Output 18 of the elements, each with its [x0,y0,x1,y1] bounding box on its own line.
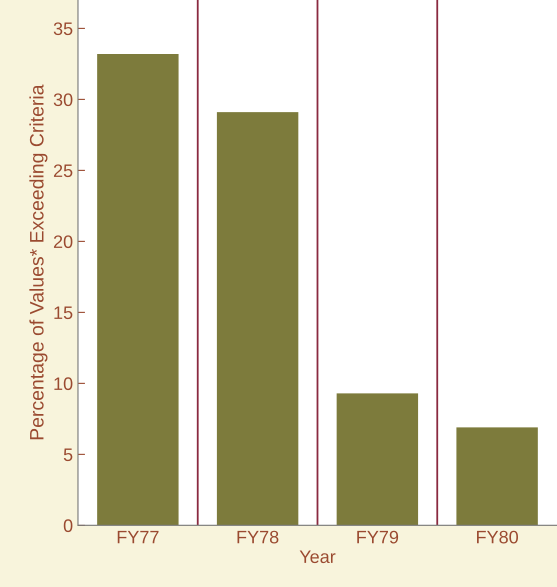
bar [456,427,538,526]
y-tick-label: 0 [64,519,72,532]
y-tick-label: 30 [54,93,72,106]
y-tick-label: 25 [54,164,72,178]
y-tick-label: 5 [64,448,72,462]
x-tick-label: FY79 [357,530,398,544]
x-axis-title: Year [300,550,336,564]
x-tick-label: FY80 [477,530,518,544]
bar [336,393,418,526]
x-tick-label: FY77 [118,530,159,544]
y-tick-label: 10 [54,377,72,390]
x-tick-label: FY78 [238,530,278,544]
bar [216,112,298,526]
y-tick-label: 20 [54,235,72,248]
y-axis-title: Percentage of Values* Exceeding Criteria [29,84,48,440]
y-tick-label: 15 [54,306,72,320]
y-tick-label: 35 [54,22,72,36]
bar [97,54,179,526]
